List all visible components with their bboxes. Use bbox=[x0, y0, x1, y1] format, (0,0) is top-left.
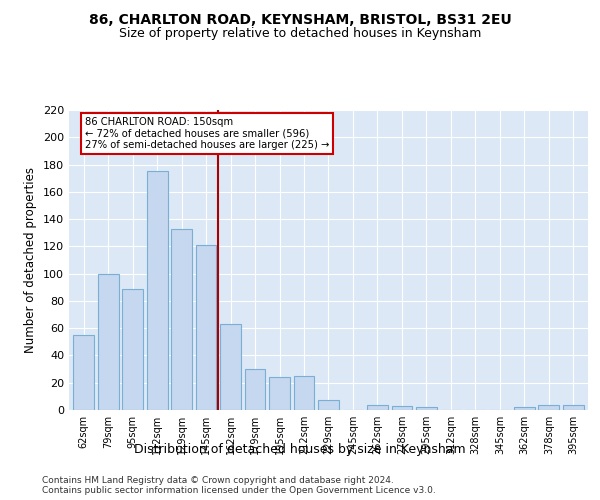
Bar bbox=[318, 400, 339, 410]
Bar bbox=[98, 274, 119, 410]
Bar bbox=[171, 228, 192, 410]
Bar bbox=[147, 172, 167, 410]
Bar bbox=[196, 245, 217, 410]
Y-axis label: Number of detached properties: Number of detached properties bbox=[25, 167, 37, 353]
Bar bbox=[73, 335, 94, 410]
Bar bbox=[293, 376, 314, 410]
Bar bbox=[122, 288, 143, 410]
Text: Contains HM Land Registry data © Crown copyright and database right 2024.: Contains HM Land Registry data © Crown c… bbox=[42, 476, 394, 485]
Bar bbox=[514, 408, 535, 410]
Text: Size of property relative to detached houses in Keynsham: Size of property relative to detached ho… bbox=[119, 28, 481, 40]
Text: 86, CHARLTON ROAD, KEYNSHAM, BRISTOL, BS31 2EU: 86, CHARLTON ROAD, KEYNSHAM, BRISTOL, BS… bbox=[89, 12, 511, 26]
Text: Contains public sector information licensed under the Open Government Licence v3: Contains public sector information licen… bbox=[42, 486, 436, 495]
Bar bbox=[538, 404, 559, 410]
Bar bbox=[563, 404, 584, 410]
Bar bbox=[367, 404, 388, 410]
Text: Distribution of detached houses by size in Keynsham: Distribution of detached houses by size … bbox=[134, 442, 466, 456]
Bar bbox=[416, 408, 437, 410]
Bar bbox=[269, 378, 290, 410]
Bar bbox=[245, 369, 265, 410]
Text: 86 CHARLTON ROAD: 150sqm
← 72% of detached houses are smaller (596)
27% of semi-: 86 CHARLTON ROAD: 150sqm ← 72% of detach… bbox=[85, 117, 329, 150]
Bar bbox=[220, 324, 241, 410]
Bar bbox=[392, 406, 412, 410]
